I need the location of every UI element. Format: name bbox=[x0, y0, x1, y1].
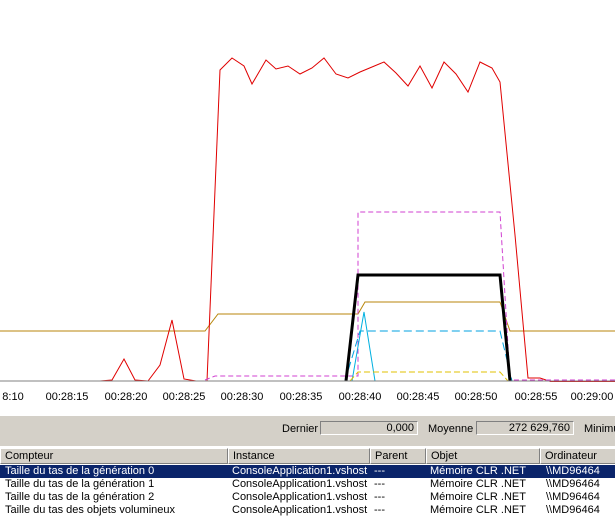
counter-cell: Taille du tas de la génération 1 bbox=[5, 478, 155, 490]
column-header-object[interactable]: Objet bbox=[426, 448, 540, 464]
time-tick: 00:28:55 bbox=[514, 391, 558, 403]
time-tick: 00:28:45 bbox=[396, 391, 440, 403]
counter-cell: Taille du tas des objets volumineux bbox=[5, 504, 175, 516]
black-series-line bbox=[344, 273, 512, 382]
computer-cell: \\MD96464 bbox=[546, 504, 600, 516]
time-tick: 00:28:50 bbox=[454, 391, 498, 403]
performance-graph bbox=[0, 57, 615, 382]
time-tick: 00:28:35 bbox=[279, 391, 323, 403]
last-label: Dernier bbox=[282, 423, 319, 435]
object-cell: Mémoire CLR .NET bbox=[430, 478, 526, 490]
table-row[interactable]: Taille du tas des objets volumineux Cons… bbox=[0, 504, 615, 517]
instance-cell: ConsoleApplication1.vshost bbox=[232, 478, 368, 490]
column-header-instance[interactable]: Instance bbox=[228, 448, 370, 464]
table-row[interactable]: Taille du tas de la génération 1 Console… bbox=[0, 478, 615, 491]
counter-cell: Taille du tas de la génération 2 bbox=[5, 491, 155, 503]
magenta-series-line bbox=[204, 211, 615, 381]
parent-cell: --- bbox=[374, 491, 385, 503]
yellow-series-line bbox=[349, 371, 509, 382]
red-series-line bbox=[0, 57, 615, 382]
instance-cell: ConsoleApplication1.vshost bbox=[232, 465, 368, 477]
olive-series-line bbox=[0, 301, 615, 332]
table-row[interactable]: Taille du tas de la génération 2 Console… bbox=[0, 491, 615, 504]
last-value-field: 0,000 bbox=[320, 421, 418, 435]
statistics-bar: Dernier 0,000 Moyenne 272 629,760 Minimu bbox=[0, 416, 615, 446]
cyan-series-line bbox=[344, 330, 513, 382]
parent-cell: --- bbox=[374, 465, 385, 477]
time-tick: 8:10 bbox=[2, 391, 24, 403]
object-cell: Mémoire CLR .NET bbox=[430, 465, 526, 477]
computer-cell: \\MD96464 bbox=[546, 491, 600, 503]
computer-cell: \\MD96464 bbox=[546, 465, 600, 477]
time-tick: 00:28:30 bbox=[220, 391, 264, 403]
time-tick: 00:28:20 bbox=[104, 391, 148, 403]
column-header-parent[interactable]: Parent bbox=[370, 448, 426, 464]
parent-cell: --- bbox=[374, 504, 385, 516]
minimum-label: Minimu bbox=[584, 423, 615, 435]
table-row[interactable]: Taille du tas de la génération 0 Console… bbox=[0, 465, 615, 478]
average-label: Moyenne bbox=[428, 423, 474, 435]
time-tick: 00:29:00 bbox=[570, 391, 614, 403]
parent-cell: --- bbox=[374, 478, 385, 490]
object-cell: Mémoire CLR .NET bbox=[430, 504, 526, 516]
time-tick: 00:28:25 bbox=[162, 391, 206, 403]
column-header-computer[interactable]: Ordinateur bbox=[540, 448, 615, 464]
column-header-counter[interactable]: Compteur bbox=[0, 448, 228, 464]
average-value-field: 272 629,760 bbox=[476, 421, 574, 435]
instance-cell: ConsoleApplication1.vshost bbox=[232, 504, 368, 516]
counter-cell: Taille du tas de la génération 0 bbox=[5, 465, 155, 477]
counter-table[interactable]: Compteur Instance Parent Objet Ordinateu… bbox=[0, 446, 615, 521]
time-axis: 8:10 00:28:15 00:28:20 00:28:25 00:28:30… bbox=[0, 382, 615, 416]
cyan-solid-line bbox=[351, 311, 376, 382]
computer-cell: \\MD96464 bbox=[546, 478, 600, 490]
time-tick: 00:28:15 bbox=[45, 391, 89, 403]
time-tick: 00:28:40 bbox=[338, 391, 382, 403]
instance-cell: ConsoleApplication1.vshost bbox=[232, 491, 368, 503]
object-cell: Mémoire CLR .NET bbox=[430, 491, 526, 503]
